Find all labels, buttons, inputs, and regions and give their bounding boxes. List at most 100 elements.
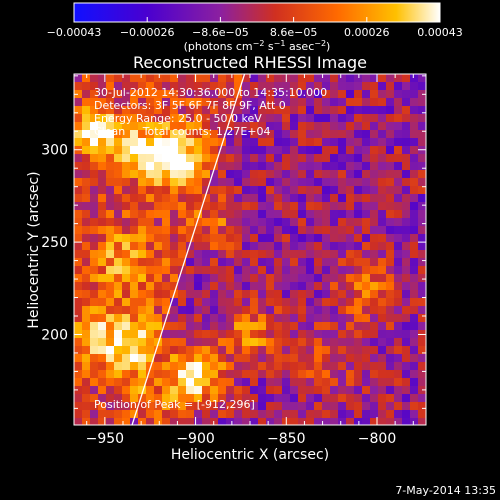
heatmap-cell — [330, 82, 338, 90]
heatmap-cell — [386, 202, 394, 210]
heatmap-cell — [266, 82, 274, 90]
heatmap-cell — [370, 402, 378, 410]
heatmap-cell — [402, 202, 410, 210]
heatmap-cell — [122, 306, 130, 314]
heatmap-cell — [194, 282, 202, 290]
heatmap-cell — [386, 378, 394, 386]
heatmap-cell — [298, 122, 306, 130]
heatmap-cell — [314, 386, 322, 394]
heatmap-cell — [306, 242, 314, 250]
heatmap-cell — [146, 274, 154, 282]
heatmap-cell — [226, 202, 234, 210]
heatmap-cell — [330, 410, 338, 418]
heatmap-cell — [194, 146, 202, 154]
heatmap-cell — [186, 202, 194, 210]
heatmap-cell — [210, 122, 218, 130]
heatmap-cell — [162, 410, 170, 418]
heatmap-cell — [146, 74, 154, 82]
heatmap-cell — [242, 394, 250, 402]
heatmap-cell — [194, 362, 202, 370]
heatmap-cell — [162, 234, 170, 242]
heatmap-cell — [410, 122, 418, 130]
heatmap-cell — [74, 282, 82, 290]
heatmap-cell — [354, 354, 362, 362]
heatmap-cell — [274, 122, 282, 130]
heatmap-cell — [378, 90, 386, 98]
heatmap-cell — [146, 122, 154, 130]
heatmap-cell — [338, 130, 346, 138]
heatmap-cell — [226, 170, 234, 178]
heatmap-cell — [242, 226, 250, 234]
heatmap-cell — [354, 186, 362, 194]
heatmap-cell — [154, 378, 162, 386]
heatmap-cell — [138, 418, 146, 425]
heatmap-cell — [266, 162, 274, 170]
heatmap-cell — [114, 394, 122, 402]
heatmap-cell — [266, 314, 274, 322]
heatmap-cell — [138, 290, 146, 298]
heatmap-cell — [258, 114, 266, 122]
colorbar-frame — [73, 2, 441, 23]
heatmap-cell — [122, 266, 130, 274]
heatmap-cell — [146, 162, 154, 170]
heatmap-cell — [394, 218, 402, 226]
heatmap-cell — [242, 370, 250, 378]
heatmap-cell — [130, 274, 138, 282]
heatmap-cell — [186, 298, 194, 306]
heatmap-cell — [386, 234, 394, 242]
heatmap-cell — [138, 274, 146, 282]
heatmap-cell — [402, 354, 410, 362]
heatmap-cell — [266, 266, 274, 274]
heatmap-cell — [114, 130, 122, 138]
heatmap-cell — [410, 74, 418, 82]
heatmap-cell — [82, 330, 90, 338]
heatmap-cell — [162, 186, 170, 194]
heatmap-cell — [346, 362, 354, 370]
heatmap-cell — [362, 314, 370, 322]
heatmap-cell — [186, 186, 194, 194]
heatmap-cell — [106, 290, 114, 298]
heatmap-cell — [306, 122, 314, 130]
heatmap-cell — [362, 218, 370, 226]
heatmap-cell — [130, 138, 138, 146]
heatmap-cell — [210, 218, 218, 226]
heatmap-cell — [114, 338, 122, 346]
heatmap-cell — [210, 378, 218, 386]
heatmap-cell — [98, 170, 106, 178]
heatmap-cell — [298, 74, 306, 82]
heatmap-cell — [290, 338, 298, 346]
heatmap-cell — [210, 186, 218, 194]
heatmap-cell — [106, 298, 114, 306]
heatmap-cell — [146, 226, 154, 234]
heatmap-cell — [82, 250, 90, 258]
heatmap-cell — [122, 218, 130, 226]
heatmap-cell — [346, 106, 354, 114]
heatmap-cell — [274, 202, 282, 210]
heatmap-cell — [186, 394, 194, 402]
heatmap-cell — [130, 386, 138, 394]
heatmap-cell — [258, 122, 266, 130]
heatmap-cell — [90, 250, 98, 258]
heatmap-cell — [370, 242, 378, 250]
heatmap-cell — [82, 114, 90, 122]
heatmap-cell — [418, 218, 426, 226]
heatmap-cell — [378, 202, 386, 210]
heatmap-cell — [362, 146, 370, 154]
heatmap-cell — [418, 162, 426, 170]
heatmap-cell — [322, 90, 330, 98]
heatmap-cell — [90, 90, 98, 98]
heatmap-cell — [298, 242, 306, 250]
heatmap-cell — [354, 130, 362, 138]
heatmap-cell — [162, 290, 170, 298]
heatmap-cell — [386, 146, 394, 154]
heatmap-cell — [98, 258, 106, 266]
heatmap-cell — [418, 114, 426, 122]
heatmap-cell — [82, 266, 90, 274]
heatmap-cell — [202, 122, 210, 130]
heatmap-cell — [162, 274, 170, 282]
heatmap-cell — [178, 122, 186, 130]
heatmap-cell — [314, 130, 322, 138]
heatmap-cell — [122, 410, 130, 418]
heatmap-cell — [98, 154, 106, 162]
heatmap-cell — [258, 274, 266, 282]
